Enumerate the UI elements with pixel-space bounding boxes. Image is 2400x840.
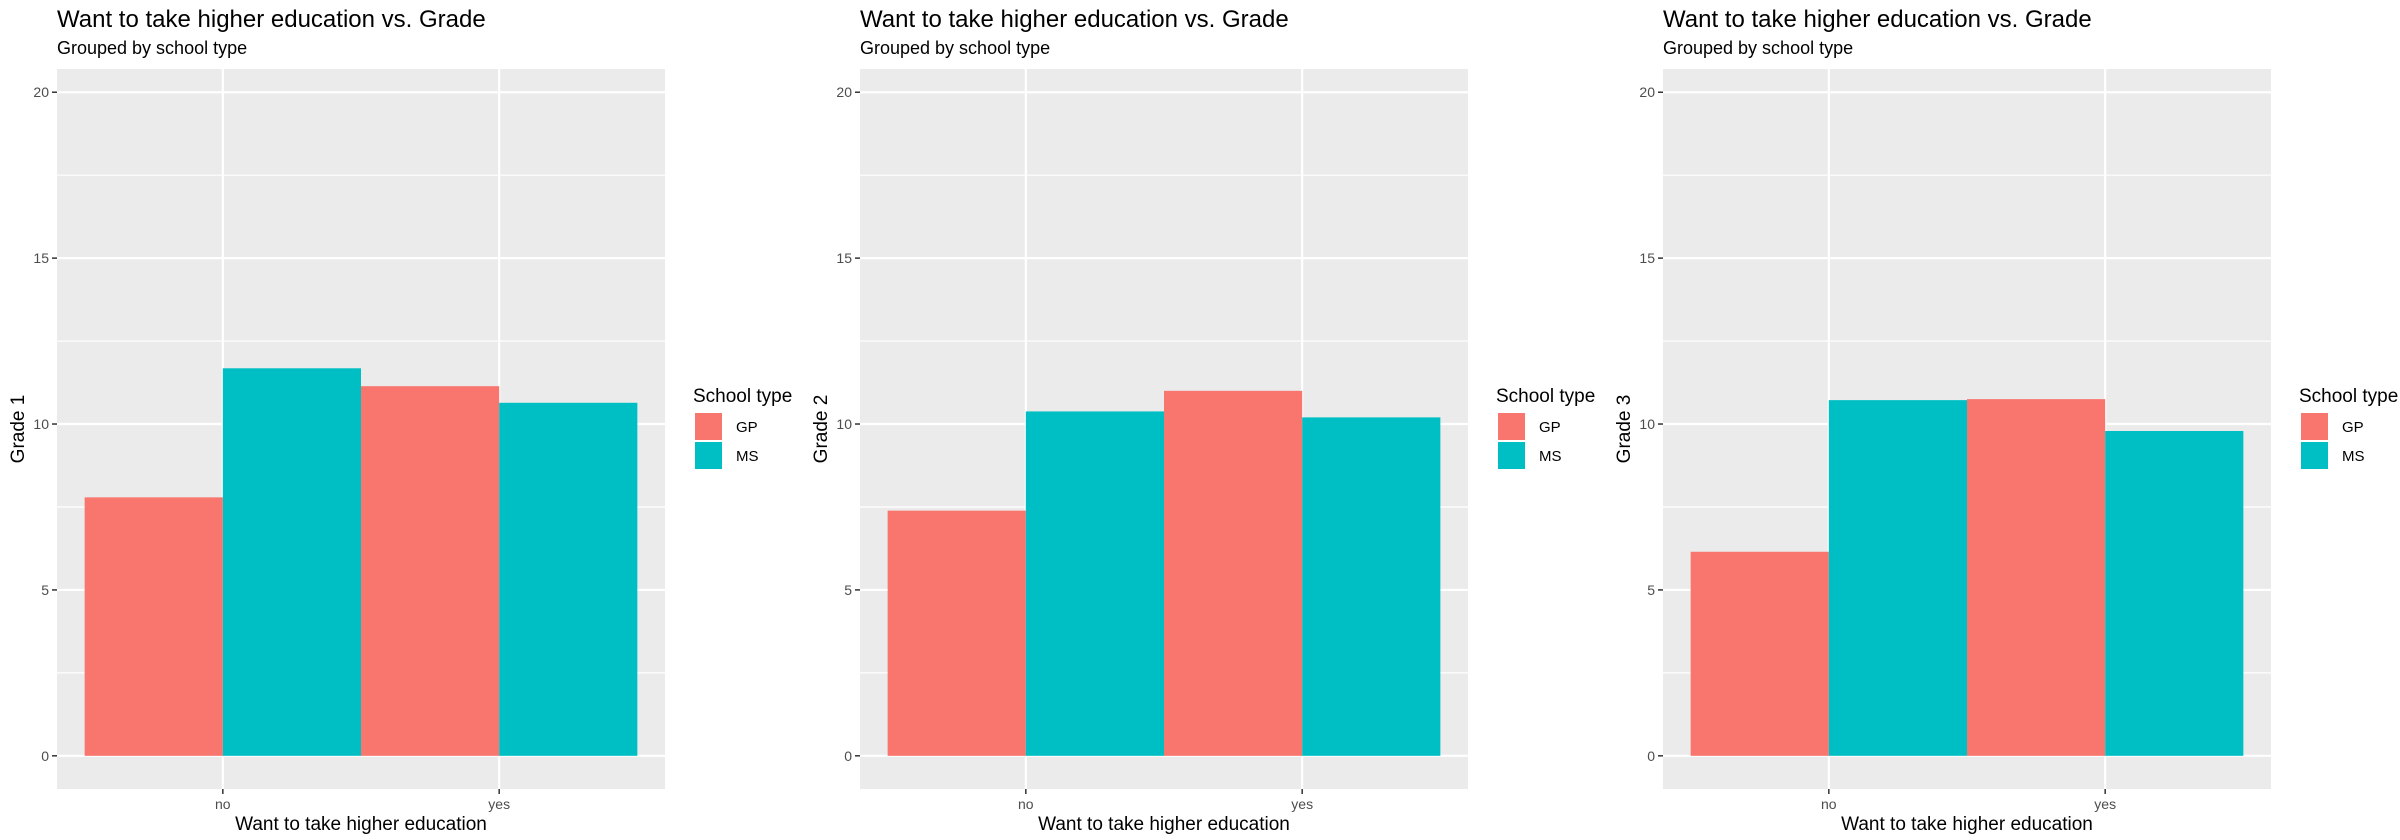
legend-label-gp: GP bbox=[736, 419, 758, 436]
legend-title: School type bbox=[693, 386, 792, 407]
x-tick-label: yes bbox=[488, 796, 510, 812]
legend-key-gp bbox=[695, 413, 722, 440]
x-axis-label: Want to take higher education bbox=[1841, 814, 2093, 835]
legend-key-ms bbox=[2301, 442, 2328, 469]
bar-gp-no bbox=[84, 497, 223, 756]
x-axis-label: Want to take higher education bbox=[235, 814, 487, 835]
bar-ms-yes bbox=[499, 402, 638, 756]
legend-label-ms: MS bbox=[2342, 448, 2365, 465]
x-tick-label: yes bbox=[2094, 796, 2116, 812]
x-tick-label: no bbox=[1821, 796, 1837, 812]
y-tick-label: 20 bbox=[836, 84, 852, 100]
bar-gp-yes bbox=[1967, 399, 2106, 756]
y-tick-label: 10 bbox=[1639, 416, 1655, 432]
x-axis-label: Want to take higher education bbox=[1038, 814, 1290, 835]
legend-label-ms: MS bbox=[736, 448, 759, 465]
legend-label-gp: GP bbox=[2342, 419, 2364, 436]
chart-panel-3: Want to take higher education vs. Grade G… bbox=[1614, 6, 2398, 835]
y-tick-label: 0 bbox=[41, 748, 49, 764]
bar-gp-yes bbox=[1164, 390, 1303, 756]
chart-panel-2: Want to take higher education vs. Grade G… bbox=[811, 6, 1595, 835]
legend-label-ms: MS bbox=[1539, 448, 1562, 465]
legend-label-gp: GP bbox=[1539, 419, 1561, 436]
bar-ms-no bbox=[1025, 411, 1164, 756]
bar-ms-yes bbox=[1302, 417, 1441, 756]
y-tick-label: 5 bbox=[1647, 582, 1655, 598]
x-tick-label: no bbox=[215, 796, 231, 812]
legend-title: School type bbox=[1496, 386, 1595, 407]
legend-key-gp bbox=[2301, 413, 2328, 440]
y-axis-label: Grade 1 bbox=[8, 395, 29, 464]
chart-subtitle: Grouped by school type bbox=[57, 38, 247, 58]
chart-title: Want to take higher education vs. Grade bbox=[57, 6, 486, 33]
chart-title: Want to take higher education vs. Grade bbox=[1663, 6, 2092, 33]
chart-panel-1: Want to take higher education vs. Grade G… bbox=[8, 6, 792, 835]
bar-gp-no bbox=[1690, 551, 1829, 756]
bar-ms-yes bbox=[2105, 430, 2244, 756]
legend-key-ms bbox=[695, 442, 722, 469]
y-tick-label: 15 bbox=[1639, 250, 1655, 266]
chart-subtitle: Grouped by school type bbox=[860, 38, 1050, 58]
y-axis-label: Grade 2 bbox=[811, 395, 832, 464]
y-tick-label: 5 bbox=[41, 582, 49, 598]
x-tick-label: no bbox=[1018, 796, 1034, 812]
y-tick-label: 10 bbox=[836, 416, 852, 432]
bar-gp-no bbox=[887, 510, 1026, 756]
bar-ms-no bbox=[1828, 400, 1967, 756]
legend-key-ms bbox=[1498, 442, 1525, 469]
y-tick-label: 5 bbox=[844, 582, 852, 598]
y-axis-label: Grade 3 bbox=[1614, 395, 1635, 464]
legend-key-gp bbox=[1498, 413, 1525, 440]
y-tick-label: 0 bbox=[844, 748, 852, 764]
y-tick-label: 20 bbox=[1639, 84, 1655, 100]
y-tick-label: 15 bbox=[33, 250, 49, 266]
y-tick-label: 10 bbox=[33, 416, 49, 432]
y-tick-label: 20 bbox=[33, 84, 49, 100]
legend-title: School type bbox=[2299, 386, 2398, 407]
chart-title: Want to take higher education vs. Grade bbox=[860, 6, 1289, 33]
bar-ms-no bbox=[222, 368, 361, 756]
bar-gp-yes bbox=[361, 386, 500, 756]
y-tick-label: 15 bbox=[836, 250, 852, 266]
chart-subtitle: Grouped by school type bbox=[1663, 38, 1853, 58]
y-tick-label: 0 bbox=[1647, 748, 1655, 764]
x-tick-label: yes bbox=[1291, 796, 1313, 812]
